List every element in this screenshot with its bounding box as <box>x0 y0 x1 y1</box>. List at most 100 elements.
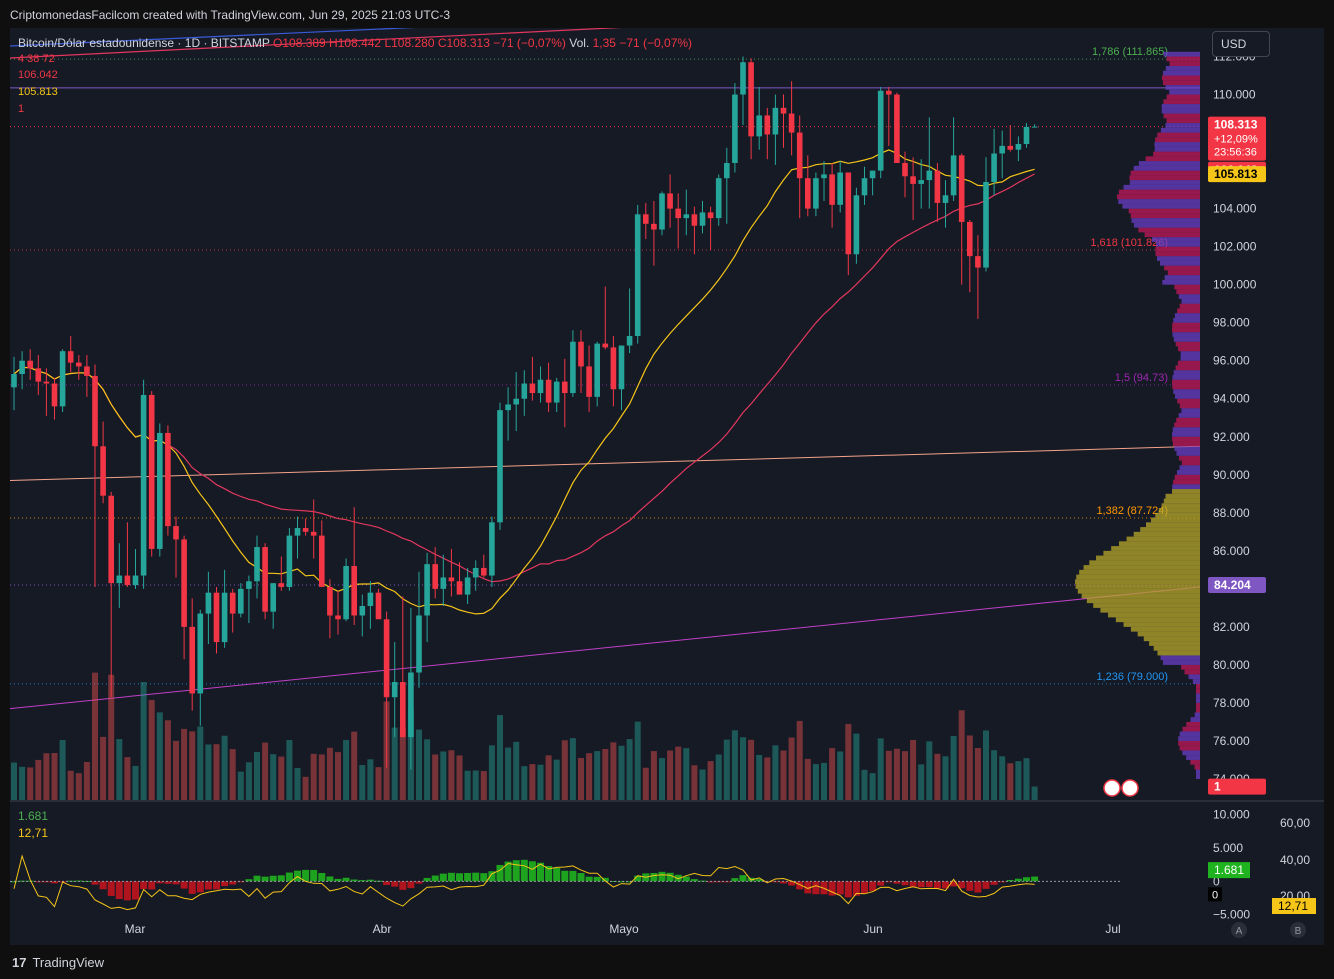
volume-bar <box>286 740 293 800</box>
volume-profile-bar <box>1130 213 1200 219</box>
volume-profile-bar <box>1165 66 1200 71</box>
volume-profile <box>1075 51 1200 779</box>
candle-body <box>821 174 827 179</box>
oscillator-bar <box>156 881 164 884</box>
volume-bar <box>586 753 593 800</box>
volume-profile-bar <box>1161 104 1200 109</box>
oscillator-bar <box>51 881 58 884</box>
volume-profile-bar <box>1163 113 1200 119</box>
volume-profile-bar <box>1155 137 1200 143</box>
volume-bar <box>561 740 568 800</box>
volume-profile-bar <box>1164 265 1200 271</box>
price-tag-label: 105.813 <box>1214 167 1258 181</box>
oscillator-bar <box>204 881 212 890</box>
x-tick-label: Mar <box>125 922 146 936</box>
volume-profile-bar <box>1154 142 1200 147</box>
candle-body <box>472 567 479 578</box>
chart-area[interactable]: 1,786 (111.865) 1,618 (101.826) 1,5 (94.73… <box>10 28 1324 945</box>
volume-profile-bar <box>1177 360 1200 366</box>
volume-bar <box>983 730 989 800</box>
candle-body <box>181 539 187 627</box>
volume-profile-bar <box>1179 455 1200 461</box>
volume-bars <box>11 672 1038 800</box>
volume-profile-bar <box>1194 764 1200 770</box>
candle-body <box>424 564 430 616</box>
candle-body <box>796 132 803 179</box>
ma-slow-value: 106.042 <box>18 69 58 81</box>
candle-body <box>659 193 665 230</box>
candle-body <box>246 581 252 589</box>
volume-profile-bar <box>1174 446 1200 452</box>
axis-button[interactable] <box>1231 922 1247 938</box>
candle-body <box>213 592 220 643</box>
candle-body <box>391 682 398 698</box>
candle-body <box>205 592 212 614</box>
oscillator-bar <box>245 879 253 882</box>
axis-button[interactable] <box>1290 922 1306 938</box>
candle-body <box>1007 145 1014 150</box>
oscillator-bar <box>585 876 593 882</box>
oscillator-bar <box>852 881 860 896</box>
candle-body <box>926 170 933 181</box>
candle-body <box>432 564 438 589</box>
candle-body <box>618 345 625 390</box>
oscillator-bar <box>285 872 293 882</box>
volume-profile-bar <box>1174 284 1200 290</box>
candle-body <box>310 531 317 536</box>
volume-profile-bar <box>1196 774 1200 779</box>
oscillator-bar <box>569 870 577 882</box>
volume-bar <box>869 773 876 800</box>
ohlc-values: O108.389 H108.442 L108.280 C108.313 −71 … <box>273 36 566 50</box>
volume-bar <box>221 735 228 800</box>
oscillator-bar <box>804 881 812 894</box>
volume-bar <box>351 731 358 800</box>
volume-bar <box>626 739 633 800</box>
candle-body <box>351 566 357 616</box>
oscillator-bar <box>326 876 334 882</box>
candle-body <box>869 170 876 179</box>
oscillator-bar <box>537 862 544 882</box>
volume-bar <box>723 739 730 800</box>
candle-body <box>699 212 706 226</box>
oscillator-bar <box>140 881 148 890</box>
oscillator-bar <box>464 872 472 882</box>
volume-profile-bar <box>1149 641 1200 646</box>
oscillator-bar <box>488 871 496 882</box>
volume-profile-bar <box>1178 346 1200 352</box>
volume-bar <box>197 726 204 800</box>
y-tick-label: 110.000 <box>1213 88 1256 102</box>
candle-body <box>238 588 244 614</box>
volume-bar <box>497 715 503 800</box>
candle-body <box>35 368 42 382</box>
osc-left-tick: 0 <box>1213 874 1220 888</box>
volume-bar <box>51 753 58 800</box>
oscillator-histogram <box>10 859 1039 901</box>
osc-tag-value: 1.681 <box>1214 863 1244 877</box>
osc-right-tick: 40,00 <box>1280 853 1310 867</box>
price-chart[interactable]: 1,786 (111.865) 1,618 (101.826) 1,5 (94.73… <box>10 28 1324 945</box>
oscillator-bar <box>844 881 852 898</box>
volume-bar <box>772 745 779 800</box>
candle-body <box>408 672 414 738</box>
oscillator-bar <box>180 881 188 889</box>
candle-body <box>651 223 657 230</box>
currency-button[interactable]: USD <box>1212 31 1270 57</box>
volume-profile-bar <box>1184 669 1200 675</box>
axis-button-label: B <box>1295 926 1302 937</box>
y-tick-label: 100.000 <box>1213 278 1257 292</box>
x-tick-label: Abr <box>373 922 392 936</box>
candle-body <box>400 682 406 738</box>
volume-bar <box>1015 761 1022 800</box>
volume-profile-bar <box>1155 246 1200 252</box>
osc-signal-tag-bg <box>1272 898 1316 914</box>
volume-profile-bar <box>1162 80 1200 86</box>
candle-body <box>367 592 374 606</box>
tradingview-logo[interactable]: 17 TradingView <box>12 955 104 970</box>
oscillator-bar <box>447 872 455 882</box>
oscillator-bar <box>423 877 431 882</box>
oscillator-bar <box>310 869 318 882</box>
volume-profile-bar <box>1128 208 1200 214</box>
volume-profile-bar <box>1186 755 1200 760</box>
oscillator-bar <box>520 859 528 882</box>
volume-profile-bar <box>1173 317 1200 323</box>
